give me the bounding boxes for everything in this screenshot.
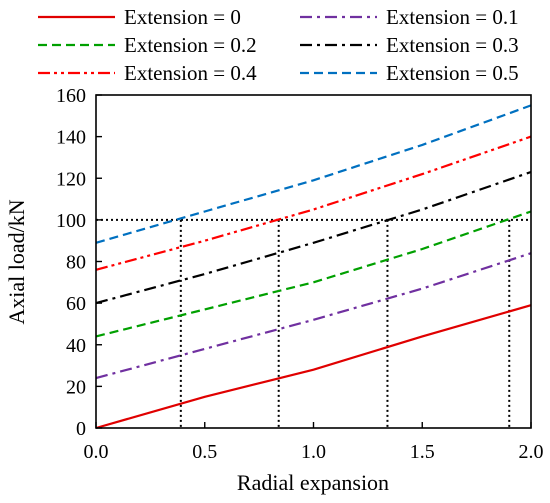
y-tick-label: 60 <box>66 293 86 315</box>
series-line-4 <box>95 135 532 271</box>
legend-label-2: Extension = 0.2 <box>124 33 257 57</box>
y-tick-label: 120 <box>56 168 86 190</box>
legend: Extension = 0 Extension = 0.1 Extension = … <box>38 5 519 85</box>
y-axis-label: Axial load/kN <box>4 199 29 324</box>
legend-label-5: Extension = 0.5 <box>386 61 519 85</box>
y-tick-label: 160 <box>56 85 86 107</box>
y-tick-label: 20 <box>66 376 86 398</box>
x-tick-label: 0.5 <box>192 441 217 463</box>
series-line-0 <box>95 304 532 430</box>
y-tick-label: 0 <box>76 418 86 440</box>
plot-area: 0 20 40 60 80 100 120 140 160 0.0 0.5 1.0 1.5 2.0 <box>56 85 544 463</box>
axes-frame <box>95 94 532 429</box>
x-tick-label: 1.0 <box>301 441 326 463</box>
legend-label-3: Extension = 0.3 <box>386 33 519 57</box>
legend-label-0: Extension = 0 <box>124 5 241 29</box>
legend-label-4: Extension = 0.4 <box>124 61 257 85</box>
legend-label-1: Extension = 0.1 <box>386 5 519 29</box>
x-tick-label: 2.0 <box>519 441 544 463</box>
y-tick-label: 80 <box>66 252 86 274</box>
series-line-3 <box>95 170 532 305</box>
x-tick-label: 0.0 <box>84 441 109 463</box>
series-line-5 <box>95 104 532 244</box>
y-tick-label: 100 <box>56 210 86 232</box>
x-tick-label: 1.5 <box>410 441 435 463</box>
series-line-1 <box>95 252 532 380</box>
y-tick-label: 40 <box>66 335 86 357</box>
y-tick-label: 140 <box>56 127 86 149</box>
x-axis-label: Radial expansion <box>237 470 389 495</box>
series-line-2 <box>95 210 532 338</box>
